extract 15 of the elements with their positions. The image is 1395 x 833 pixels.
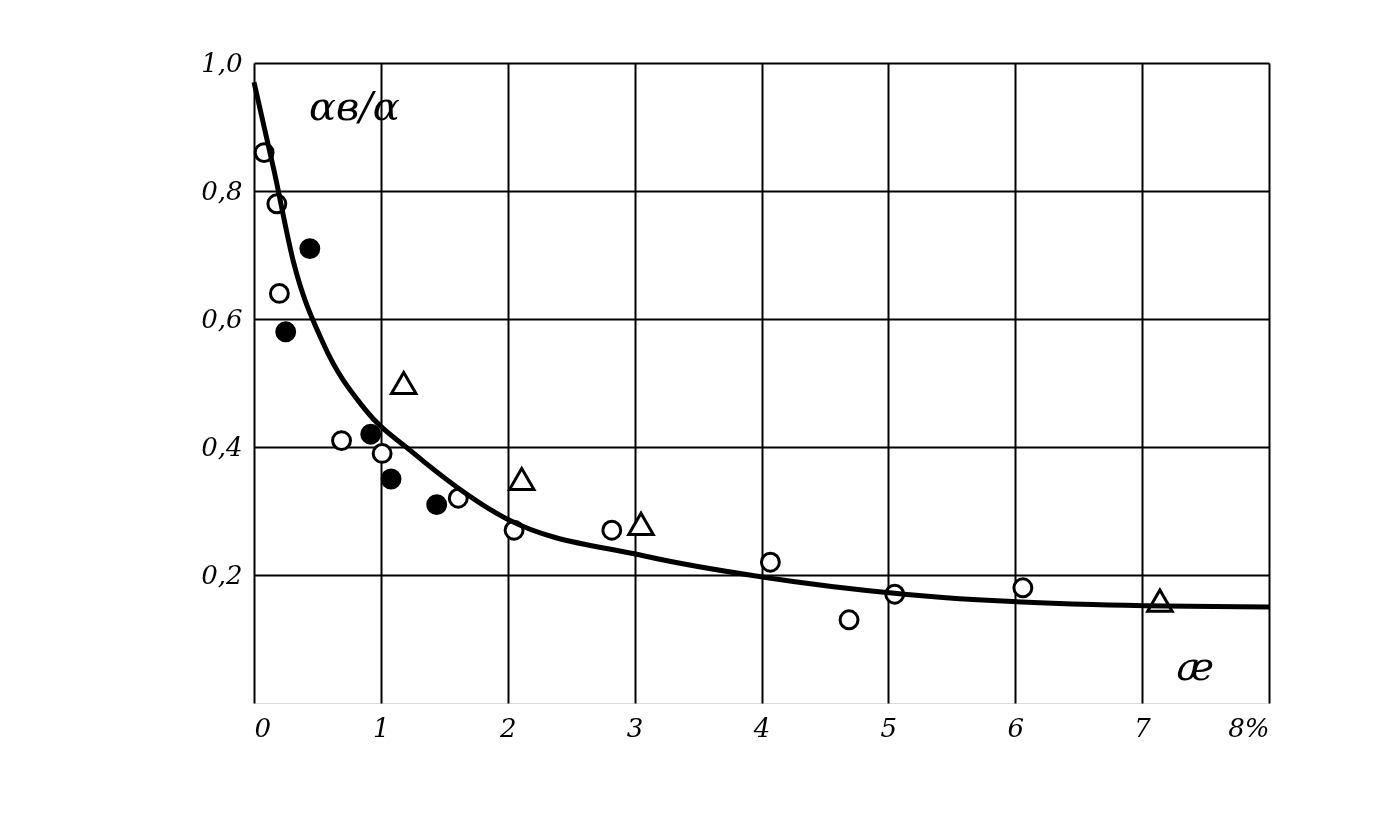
x-tick-label: 5 — [880, 712, 898, 743]
y-tick-label: 1,0 — [201, 47, 243, 78]
x-tick-label: 4 — [752, 712, 771, 743]
y-tick-label: 0,4 — [201, 431, 243, 462]
x-tick-label: 6 — [1007, 712, 1025, 743]
y-tick-label: 0,6 — [201, 303, 243, 334]
y-tick-label: 0,8 — [201, 175, 243, 206]
x-tick-label: 2 — [498, 712, 517, 743]
x-tick-label: 0 — [254, 712, 272, 743]
x-axis-title: æ — [1176, 643, 1214, 689]
x-tick-label: 8% — [1228, 712, 1270, 743]
x-tick-label: 3 — [626, 712, 644, 743]
y-tick-label: 0,2 — [201, 559, 243, 590]
x-tick-label: 1 — [373, 712, 390, 743]
x-tick-label: 7 — [1134, 712, 1152, 743]
